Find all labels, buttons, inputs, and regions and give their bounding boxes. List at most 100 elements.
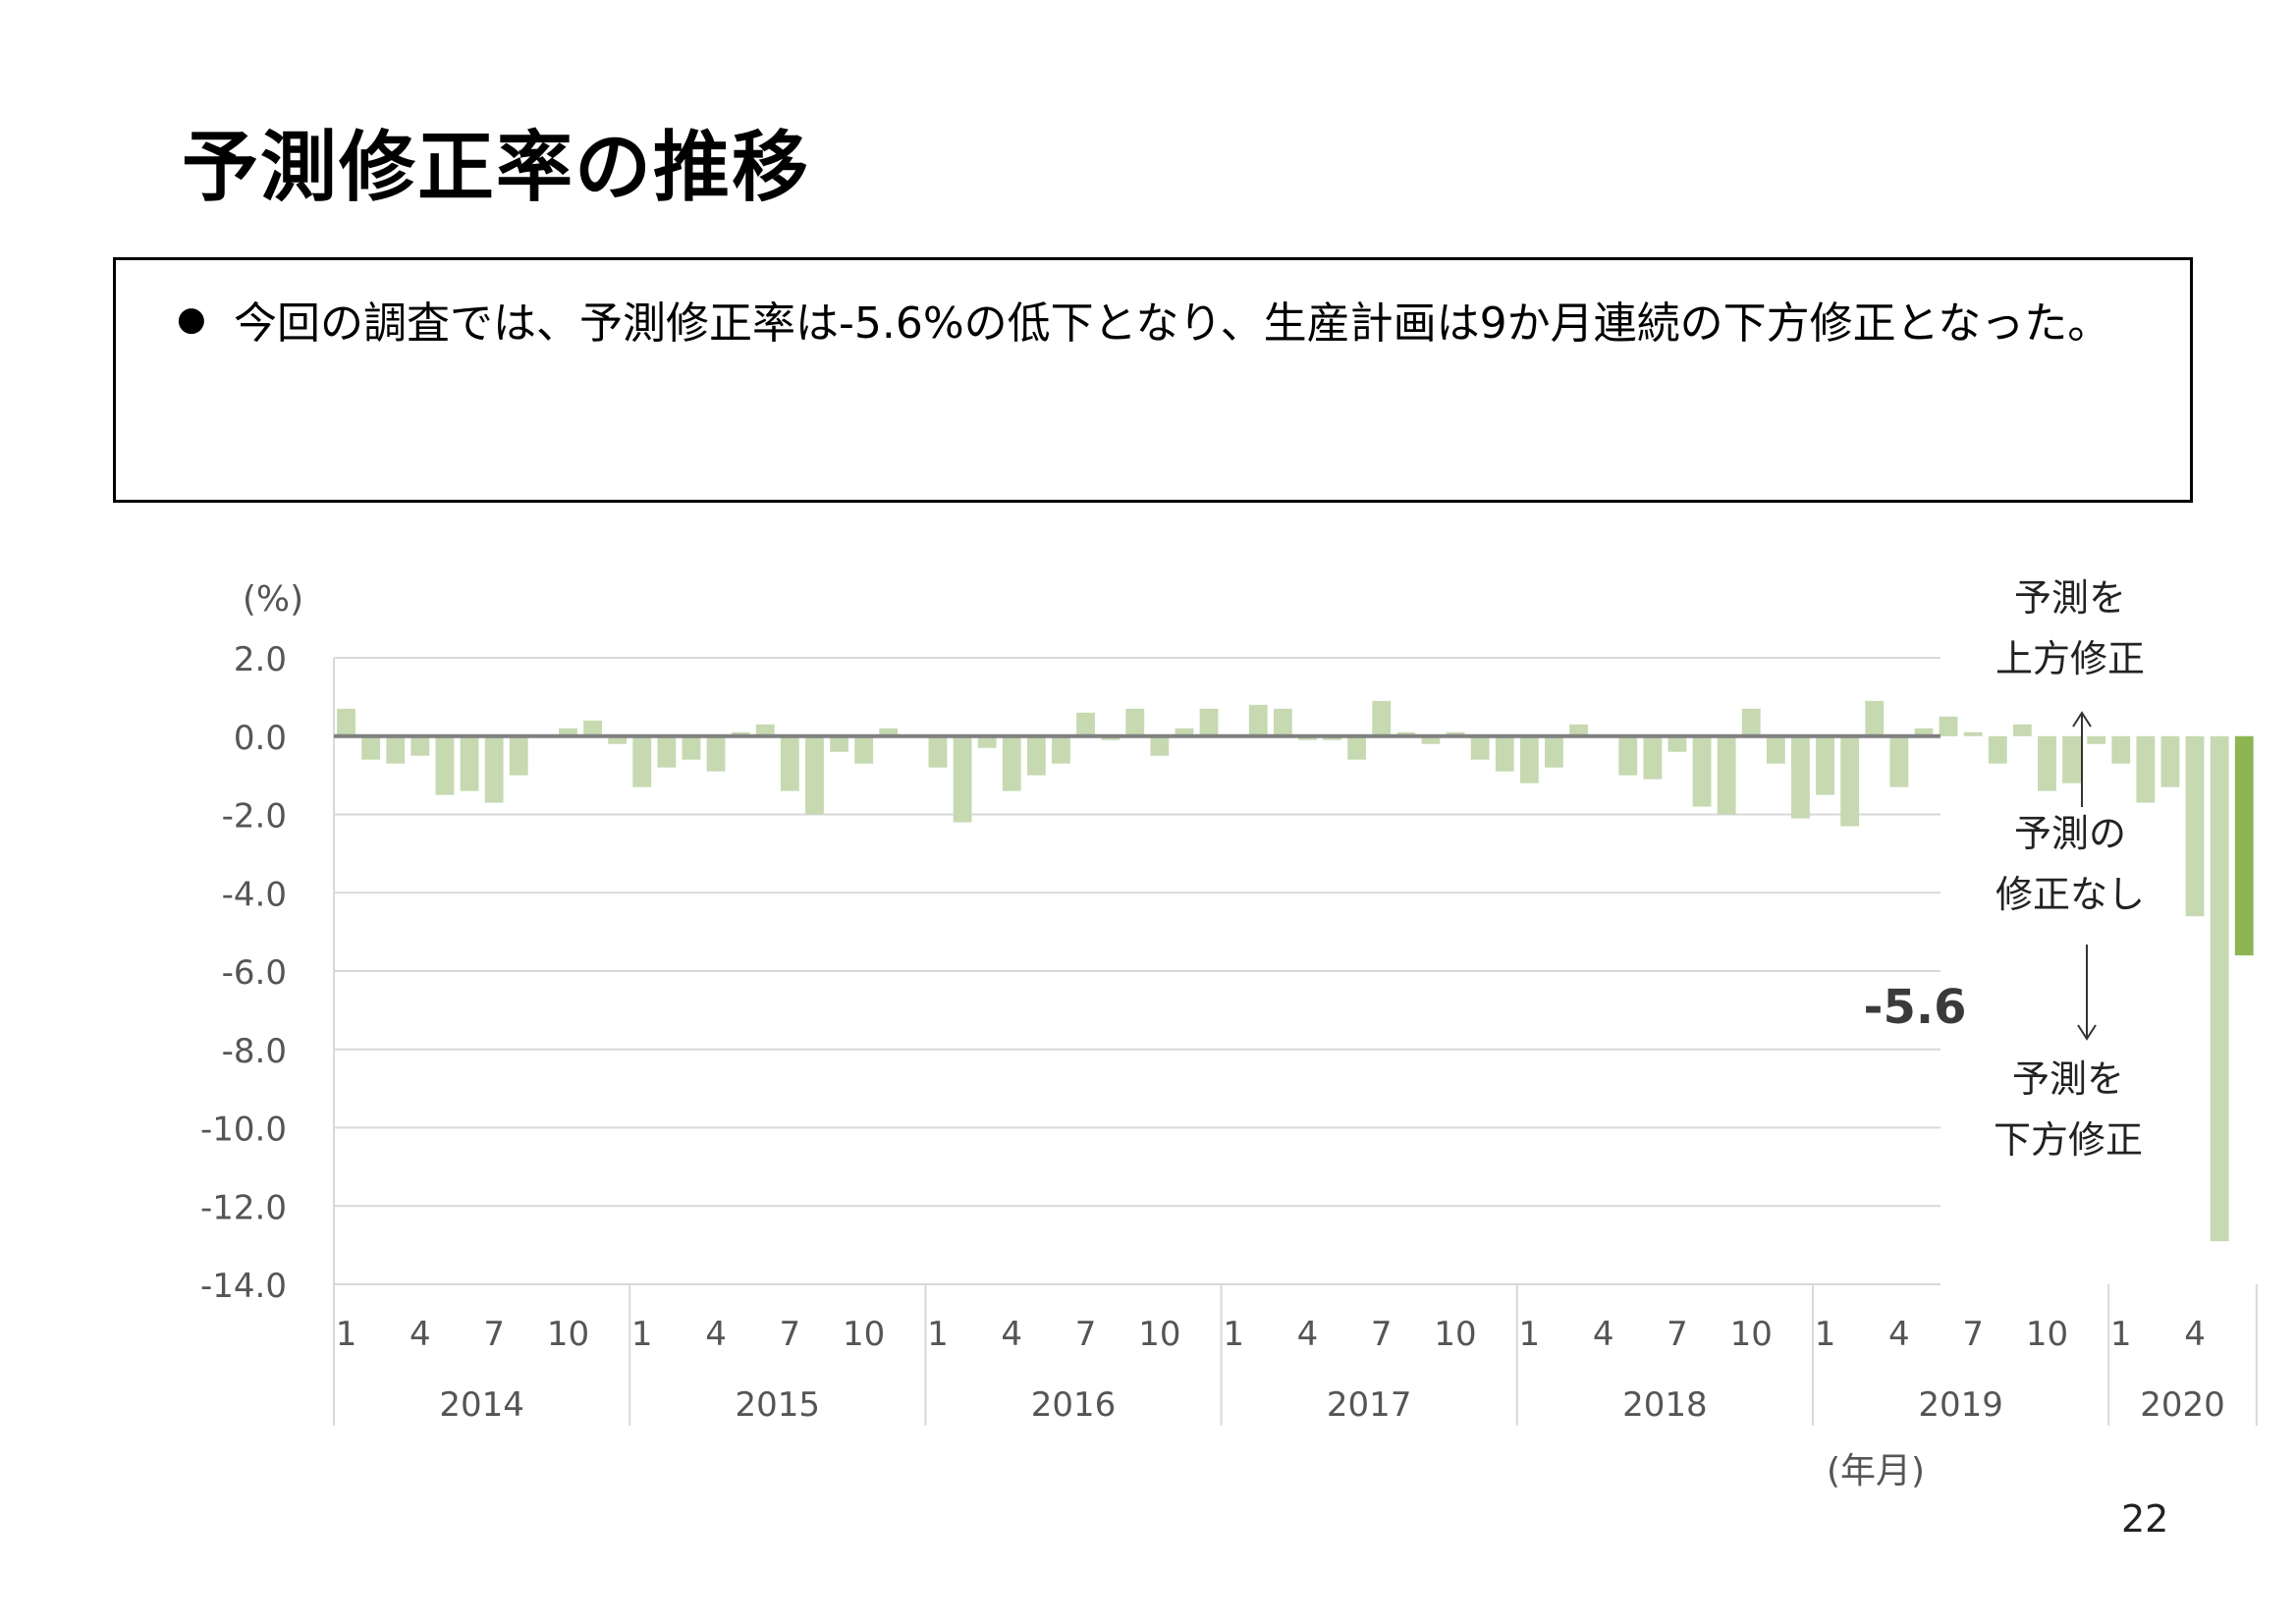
page-number: 22 bbox=[2121, 1497, 2169, 1541]
bar bbox=[559, 728, 577, 736]
bullet-icon: ● bbox=[177, 299, 206, 339]
summary-box: ● 今回の調査では、予測修正率は-5.6%の低下となり、生産計画は9か月連続の下… bbox=[113, 257, 2193, 503]
y-tick-label: 0.0 bbox=[234, 719, 287, 758]
y-tick-label: 2.0 bbox=[234, 640, 287, 679]
x-tick-label: 4 bbox=[705, 1315, 727, 1354]
bar bbox=[1914, 728, 1934, 736]
x-tick-label: 10 bbox=[547, 1315, 589, 1354]
bar bbox=[509, 735, 528, 776]
bar bbox=[854, 735, 874, 764]
bar bbox=[755, 724, 775, 736]
side-label-upper-1: 予測を bbox=[2014, 576, 2126, 620]
bar bbox=[1618, 735, 1638, 776]
bar bbox=[1470, 735, 1490, 760]
slide-title: 予測修正率の推移 bbox=[182, 124, 811, 212]
x-tick-label: 4 bbox=[2184, 1315, 2206, 1354]
bar bbox=[1026, 735, 1046, 776]
year-label: 2018 bbox=[1622, 1385, 1708, 1425]
bar bbox=[1939, 716, 1958, 736]
bar bbox=[2136, 735, 2156, 803]
grid-lines bbox=[334, 657, 1941, 1285]
bar bbox=[1421, 735, 1441, 744]
bar bbox=[1150, 735, 1170, 756]
bar bbox=[2111, 735, 2131, 764]
x-tick-label: 1 bbox=[1815, 1315, 1836, 1354]
x-tick-label: 4 bbox=[1297, 1315, 1319, 1354]
x-tick-label: 1 bbox=[336, 1315, 357, 1354]
bar bbox=[1273, 708, 1292, 736]
x-tick-label: 10 bbox=[843, 1315, 885, 1354]
bar bbox=[1199, 708, 1219, 736]
x-tick-label: 4 bbox=[1888, 1315, 1910, 1354]
bar bbox=[1569, 724, 1588, 736]
y-tick-label: -14.0 bbox=[200, 1267, 287, 1306]
bar bbox=[608, 735, 628, 744]
bar bbox=[1052, 735, 1070, 764]
bar bbox=[2012, 724, 2032, 736]
y-axis-label: (%) bbox=[243, 579, 303, 620]
x-tick-label: 10 bbox=[1434, 1315, 1476, 1354]
bar bbox=[953, 735, 972, 823]
x-tick-label: 7 bbox=[780, 1315, 801, 1354]
bar bbox=[1076, 712, 1095, 736]
bar bbox=[1175, 728, 1194, 736]
bar bbox=[928, 735, 948, 768]
bar bbox=[460, 735, 479, 791]
bar bbox=[1889, 735, 1909, 787]
bar bbox=[1816, 735, 1834, 795]
bar bbox=[337, 708, 355, 736]
bar bbox=[1495, 735, 1514, 772]
bar bbox=[879, 728, 899, 736]
x-tick-label: 7 bbox=[1962, 1315, 1984, 1354]
bar bbox=[1865, 700, 1885, 736]
x-tick-label: 10 bbox=[1730, 1315, 1773, 1354]
bar bbox=[1988, 735, 2007, 764]
bar bbox=[2210, 735, 2229, 1242]
bar bbox=[1766, 735, 1785, 764]
bar bbox=[706, 735, 726, 772]
bar bbox=[2062, 735, 2081, 784]
x-tick-label: 7 bbox=[1075, 1315, 1097, 1354]
bar bbox=[1545, 735, 1563, 768]
bar bbox=[977, 735, 997, 748]
bar bbox=[1125, 708, 1145, 736]
x-tick-label: 1 bbox=[2110, 1315, 2132, 1354]
bar bbox=[1692, 735, 1712, 807]
bar bbox=[386, 735, 406, 764]
year-label: 2014 bbox=[439, 1385, 524, 1425]
bar bbox=[2038, 735, 2056, 791]
bar bbox=[2185, 735, 2205, 917]
bar bbox=[2087, 735, 2106, 744]
axes bbox=[333, 658, 2258, 1426]
x-tick-label: 10 bbox=[2026, 1315, 2068, 1354]
bar bbox=[1667, 735, 1687, 752]
bar bbox=[583, 720, 602, 736]
arrow-down-icon bbox=[2077, 945, 2097, 1041]
x-tick-label: 1 bbox=[631, 1315, 653, 1354]
bar bbox=[1347, 735, 1367, 760]
bar-highlight bbox=[2234, 735, 2254, 956]
side-label-upper-2: 上方修正 bbox=[1995, 637, 2145, 680]
bar bbox=[1840, 735, 1860, 827]
x-axis-label: (年月) bbox=[1827, 1451, 1925, 1491]
bar bbox=[1248, 704, 1268, 736]
axis-labels: 2.0 0.0 -2.0 -4.0 -6.0 -8.0 -10.0 -12.0 -14.0 1 4 7… bbox=[200, 640, 2225, 1425]
bar bbox=[1643, 735, 1663, 780]
x-tick-label: 10 bbox=[1138, 1315, 1180, 1354]
bar bbox=[682, 735, 701, 760]
bar bbox=[410, 735, 430, 756]
x-tick-label: 7 bbox=[1667, 1315, 1688, 1354]
bars bbox=[337, 700, 2254, 1242]
y-tick-label: -8.0 bbox=[222, 1032, 287, 1071]
summary-text: 今回の調査では、予測修正率は-5.6%の低下となり、生産計画は9か月連続の下方修… bbox=[234, 298, 2111, 349]
x-tick-label: 7 bbox=[483, 1315, 505, 1354]
bar bbox=[1791, 735, 1810, 819]
arrow-up-icon bbox=[2072, 711, 2092, 807]
side-label-middle-1: 予測の bbox=[2014, 812, 2126, 855]
x-tick-label: 4 bbox=[1001, 1315, 1022, 1354]
x-tick-label: 1 bbox=[1223, 1315, 1244, 1354]
bar bbox=[830, 735, 848, 752]
x-tick-label: 4 bbox=[1593, 1315, 1614, 1354]
bar bbox=[1002, 735, 1021, 791]
